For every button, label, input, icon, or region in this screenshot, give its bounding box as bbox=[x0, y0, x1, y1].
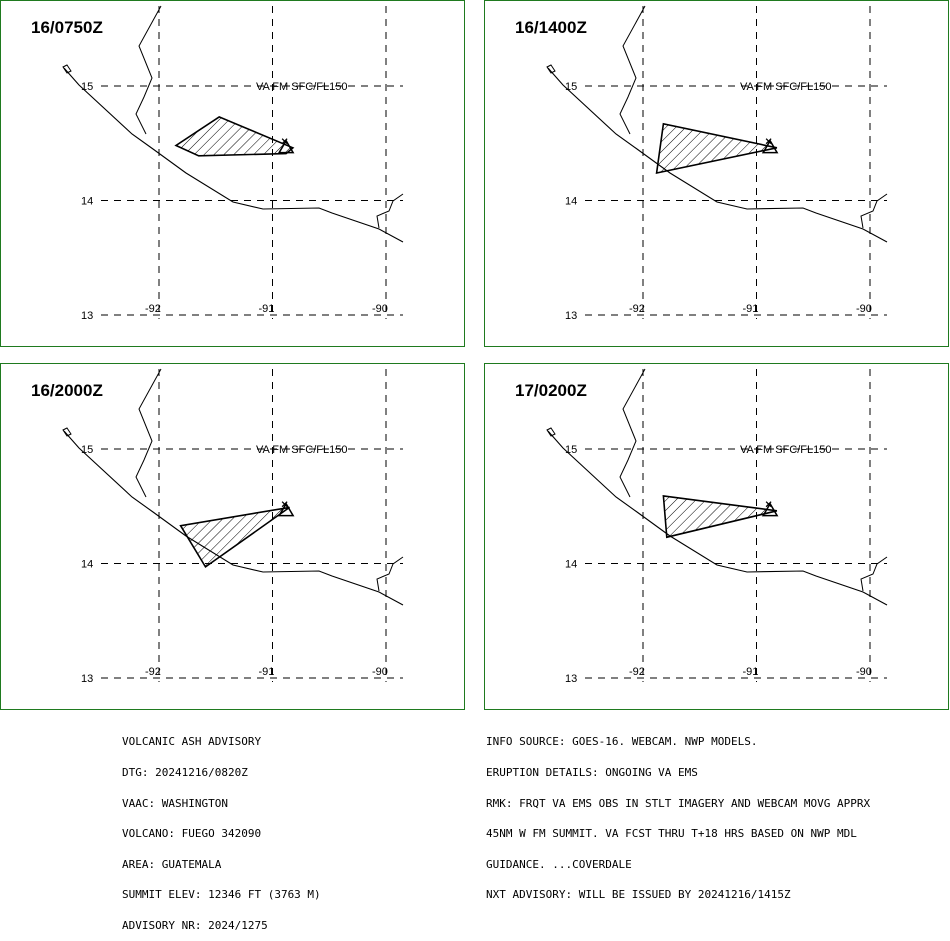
ash-cloud-polygon bbox=[174, 115, 295, 157]
ash-cloud-polygon bbox=[655, 122, 778, 175]
coastline bbox=[63, 430, 404, 606]
coastline-island bbox=[62, 427, 72, 437]
latitude-tick-label: 15 bbox=[565, 81, 577, 93]
border-line bbox=[619, 5, 646, 135]
panel-timestamp: 16/1400Z bbox=[515, 18, 587, 37]
info-line: DTG: 20241216/0820Z bbox=[122, 766, 248, 779]
coastline-island bbox=[546, 64, 556, 74]
latitude-tick-label: 14 bbox=[81, 196, 93, 208]
latitude-tick-label: 15 bbox=[81, 444, 93, 456]
coastline-island bbox=[62, 64, 72, 74]
info-line: GUIDANCE. ...COVERDALE bbox=[486, 857, 632, 871]
latitude-tick-label: 13 bbox=[565, 310, 577, 322]
volcano-triangle-icon bbox=[761, 502, 779, 517]
longitude-tick-label: -90 bbox=[856, 303, 872, 315]
ash-level-label: VA FM SFC/FL150 bbox=[740, 444, 832, 456]
map-panel: 15 14 13 -92 -91 -90 VA FM SFC/FL150 17/0200Z bbox=[484, 363, 949, 710]
ash-cloud-polygon bbox=[179, 506, 290, 569]
latitude-tick-label: 13 bbox=[81, 673, 93, 685]
volcano-triangle-icon bbox=[761, 139, 779, 154]
map-canvas: 15 14 13 -92 -91 -90 VA FM SFC/FL150 bbox=[62, 5, 404, 322]
info-line: AREA: GUATEMALA bbox=[122, 857, 222, 871]
latitude-tick-label: 14 bbox=[565, 196, 577, 208]
info-line: VAAC: WASHINGTON bbox=[122, 796, 228, 810]
longitude-tick-label: -90 bbox=[372, 303, 388, 315]
latitude-tick-label: 13 bbox=[565, 673, 577, 685]
eruption-mark-icon bbox=[765, 138, 772, 145]
longitude-tick-label: -91 bbox=[259, 666, 275, 678]
map-panel: 15 14 13 -92 -91 -90 VA FM SFC/FL150 16/2000Z bbox=[0, 363, 465, 710]
border-line bbox=[619, 368, 646, 498]
map-canvas: 15 14 13 -92 -91 -90 VA FM SFC/FL150 bbox=[546, 368, 888, 685]
info-line: RMK: FRQT VA EMS OBS IN STLT IMAGERY AND… bbox=[486, 796, 871, 810]
info-line: VOLCANIC ASH ADVISORY bbox=[122, 735, 262, 749]
longitude-tick-label: -92 bbox=[629, 303, 645, 315]
info-line: SUMMIT ELEV: 12346 FT (3763 M) bbox=[122, 888, 321, 902]
eruption-mark-icon bbox=[765, 501, 772, 508]
map-canvas: 15 14 13 -92 -91 -90 VA FM SFC/FL150 bbox=[62, 368, 404, 685]
ash-level-label: VA FM SFC/FL150 bbox=[256, 444, 348, 456]
longitude-tick-label: -91 bbox=[743, 303, 759, 315]
map-panel: 15 14 13 -92 -91 -90 VA FM SFC/FL150 16/0750Z bbox=[0, 0, 465, 347]
coastline bbox=[63, 67, 404, 243]
border-line bbox=[376, 193, 404, 229]
coastline-island bbox=[546, 427, 556, 437]
latitude-tick-label: 15 bbox=[81, 81, 93, 93]
latitude-tick-label: 14 bbox=[565, 559, 577, 571]
info-line: ERUPTION DETAILS: ONGOING VA EMS bbox=[486, 766, 698, 779]
advisory-info-left: VOLCANIC ASH ADVISORY DTG: 20241216/0820… bbox=[122, 717, 321, 941]
info-line: INFO SOURCE: GOES-16. WEBCAM. NWP MODELS… bbox=[486, 735, 758, 749]
map-panel: 15 14 13 -92 -91 -90 VA FM SFC/FL150 16/1400Z bbox=[484, 0, 949, 347]
longitude-tick-label: -92 bbox=[145, 666, 161, 678]
border-line bbox=[860, 193, 888, 229]
info-line: 45NM W FM SUMMIT. VA FCST THRU T+18 HRS … bbox=[486, 827, 857, 841]
info-line: VOLCANO: FUEGO 342090 bbox=[122, 827, 262, 841]
border-line bbox=[860, 556, 888, 592]
border-line bbox=[135, 5, 162, 135]
eruption-mark-icon bbox=[281, 138, 288, 145]
border-line bbox=[376, 556, 404, 592]
panel-timestamp: 16/0750Z bbox=[31, 18, 103, 37]
info-line: NXT ADVISORY: WILL BE ISSUED BY 20241216… bbox=[486, 888, 791, 902]
eruption-mark-icon bbox=[281, 501, 288, 508]
latitude-tick-label: 13 bbox=[81, 310, 93, 322]
latitude-tick-label: 15 bbox=[565, 444, 577, 456]
panel-timestamp: 17/0200Z bbox=[515, 381, 587, 400]
border-line bbox=[135, 368, 162, 498]
longitude-tick-label: -90 bbox=[372, 666, 388, 678]
coastline bbox=[547, 430, 888, 606]
longitude-tick-label: -91 bbox=[259, 303, 275, 315]
map-canvas: 15 14 13 -92 -91 -90 VA FM SFC/FL150 bbox=[546, 5, 888, 322]
longitude-tick-label: -90 bbox=[856, 666, 872, 678]
advisory-info-right: INFO SOURCE: GOES-16. WEBCAM. NWP MODELS… bbox=[486, 717, 870, 911]
ash-level-label: VA FM SFC/FL150 bbox=[740, 81, 832, 93]
ash-cloud-polygon bbox=[662, 494, 778, 539]
volcano-triangle-icon bbox=[277, 502, 295, 517]
longitude-tick-label: -92 bbox=[145, 303, 161, 315]
longitude-tick-label: -92 bbox=[629, 666, 645, 678]
panel-timestamp: 16/2000Z bbox=[31, 381, 103, 400]
latitude-tick-label: 14 bbox=[81, 559, 93, 571]
info-line: ADVISORY NR: 2024/1275 bbox=[122, 918, 268, 932]
longitude-tick-label: -91 bbox=[743, 666, 759, 678]
coastline bbox=[547, 67, 888, 243]
volcano-triangle-icon bbox=[277, 139, 295, 154]
ash-level-label: VA FM SFC/FL150 bbox=[256, 81, 348, 93]
